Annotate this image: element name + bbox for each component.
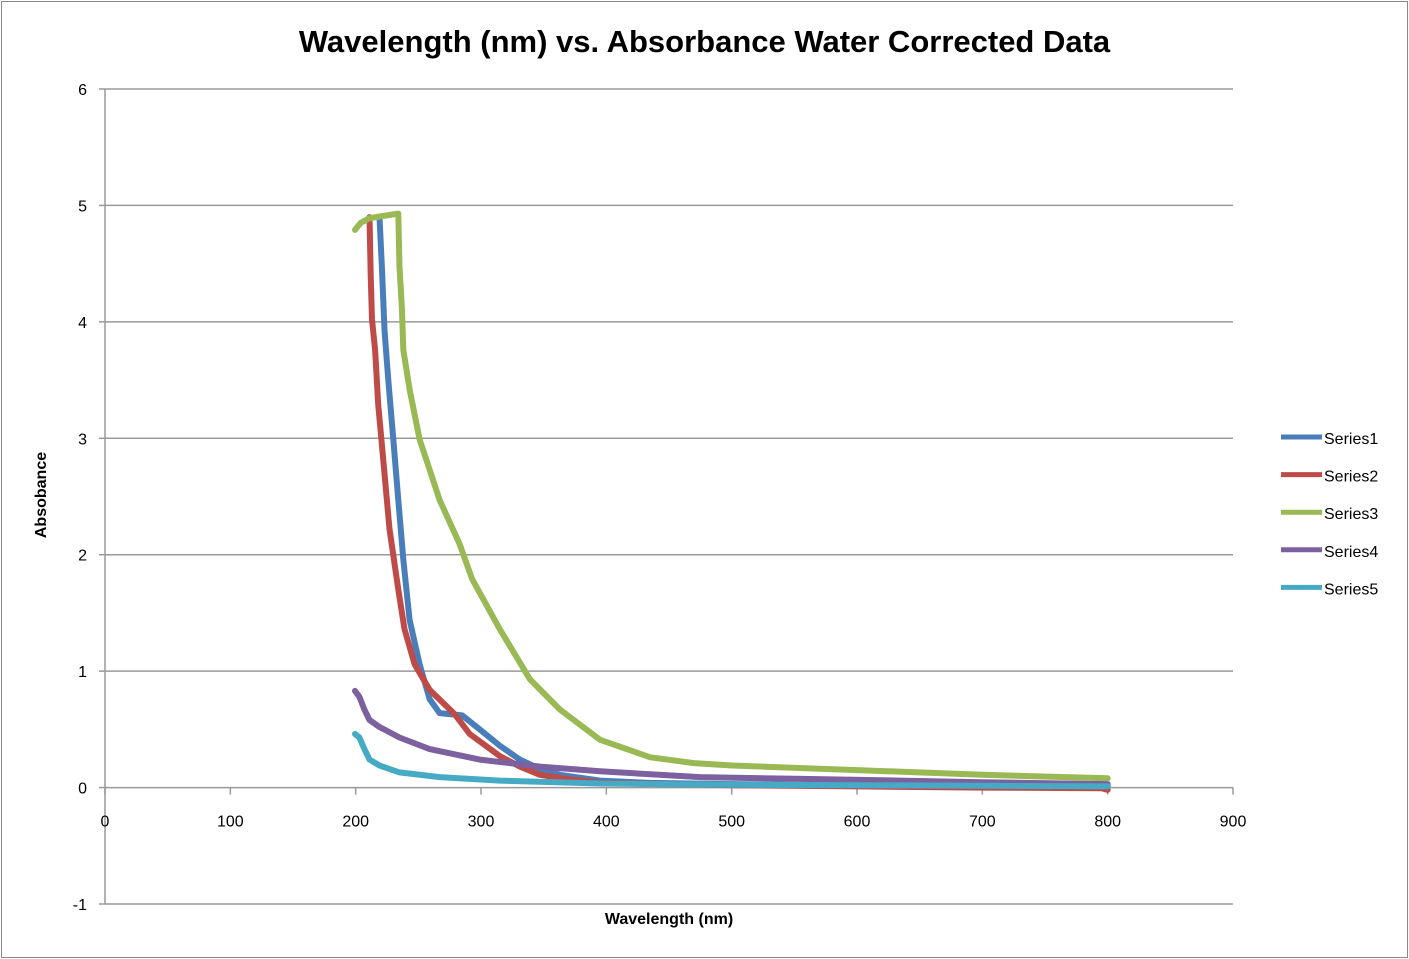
x-axis-label: Wavelength (nm) <box>604 911 734 928</box>
series-line-series5 <box>352 731 1111 790</box>
x-tick-label: 200 <box>342 814 369 831</box>
series-line-series2 <box>366 214 1111 793</box>
y-tick-label: -1 <box>73 897 87 914</box>
series-line-series1 <box>376 214 1111 790</box>
y-tick-label: 4 <box>78 315 87 332</box>
x-tick-label: 700 <box>969 814 996 831</box>
legend-label-series1: Series1 <box>1324 431 1378 448</box>
legend-label-series3: Series3 <box>1324 506 1378 523</box>
y-tick-label: 3 <box>78 431 87 448</box>
x-tick-label: 400 <box>593 814 620 831</box>
x-tick-label: 100 <box>217 814 244 831</box>
y-tick-label: 0 <box>78 781 87 798</box>
y-tick-label: 5 <box>78 198 87 215</box>
legend-label-series2: Series2 <box>1324 469 1378 486</box>
y-tick-label: 1 <box>78 664 87 681</box>
x-tick-label: 900 <box>1220 814 1247 831</box>
x-tick-label: 0 <box>101 814 110 831</box>
x-tick-label: 300 <box>468 814 495 831</box>
series-line-series4 <box>352 687 1111 788</box>
y-tick-label: 2 <box>78 548 87 565</box>
x-tick-label: 800 <box>1094 814 1121 831</box>
x-tick-label: 600 <box>844 814 871 831</box>
x-tick-label: 500 <box>718 814 745 831</box>
legend-label-series5: Series5 <box>1324 581 1378 598</box>
chart-title: Wavelength (nm) vs. Absorbance Water Cor… <box>298 24 1111 59</box>
series-line-series3 <box>352 210 1111 782</box>
y-tick-label: 6 <box>78 82 87 99</box>
legend-label-series4: Series4 <box>1324 544 1378 561</box>
